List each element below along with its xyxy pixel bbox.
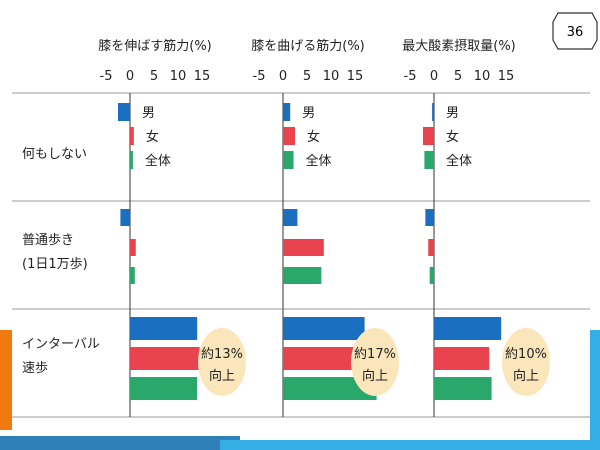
improvement-label: 向上 [362,368,388,384]
group-label: 何もしない [22,146,87,162]
panel-title: 膝を伸ばす筋力(%) [98,38,212,54]
improvement-badge [198,328,246,396]
bar-全体 [283,151,294,169]
tick-label: 0 [430,69,438,84]
bar-全体 [283,267,322,284]
series-label: 男 [446,106,459,121]
tick-label: 10 [323,69,340,84]
series-label: 女 [146,129,159,145]
bar-男 [283,209,298,226]
bar-全体 [130,267,135,284]
tick-label: 10 [170,69,187,84]
improvement-label: 約10% [505,347,547,362]
tick-label: 5 [150,69,158,84]
series-label: 全体 [145,153,171,169]
tick-label: 15 [194,69,211,84]
series-label: 女 [446,129,459,145]
bar-男 [283,103,291,121]
bar-全体 [434,377,492,400]
improvement-label: 約17% [354,347,396,362]
bar-男 [120,209,130,226]
blue-footer-band [0,436,240,450]
tick-label: -5 [253,69,266,84]
bar-男 [425,209,434,226]
bar-全体 [429,267,434,284]
tick-label: 5 [303,69,311,84]
series-label: 男 [142,106,155,121]
bar-全体 [283,377,377,400]
tick-label: 10 [474,69,491,84]
page-number-shape [552,12,598,50]
bar-男 [434,317,502,340]
bar-男 [432,103,434,121]
tick-label: 15 [347,69,364,84]
tick-label: 0 [279,69,287,84]
tick-label: 0 [126,69,134,84]
series-label: 全体 [306,153,332,169]
bar-女 [428,239,434,256]
tick-label: 5 [454,69,462,84]
improvement-label: 向上 [209,368,235,384]
group-label: インターバル [22,337,100,352]
panel-title: 最大酸素摂取量(%) [402,38,516,54]
improvement-badge [502,328,550,396]
group-label: (1日1万歩) [22,257,88,272]
bar-全体 [130,377,198,400]
bar-女 [434,347,490,370]
bar-男 [283,317,365,340]
tick-label: -5 [100,69,113,84]
series-label: 男 [302,106,315,121]
bar-女 [283,127,295,145]
improvement-label: 約13% [201,347,243,362]
bar-全体 [424,151,434,169]
page-number: 36 [567,25,584,40]
bar-男 [130,317,198,340]
group-label: 速歩 [22,361,48,376]
bar-全体 [130,151,133,169]
tick-label: -5 [404,69,417,84]
bar-男 [118,103,130,121]
improvement-label: 向上 [513,368,539,384]
bar-女 [130,127,134,145]
series-label: 全体 [446,153,472,169]
light-blue-footer-band [220,440,600,450]
bar-女 [422,127,434,145]
bar-女 [130,347,200,370]
bar-女 [130,239,136,256]
group-label: 普通歩き [22,233,74,248]
page-number-badge: 36 [552,12,598,50]
panel-title: 膝を曲げる筋力(%) [251,38,365,54]
bar-女 [283,239,324,256]
improvement-badge [351,328,399,396]
tick-label: 15 [498,69,515,84]
orange-accent-stripe [0,330,12,430]
series-label: 女 [307,129,320,145]
right-accent-stripe [590,330,600,440]
